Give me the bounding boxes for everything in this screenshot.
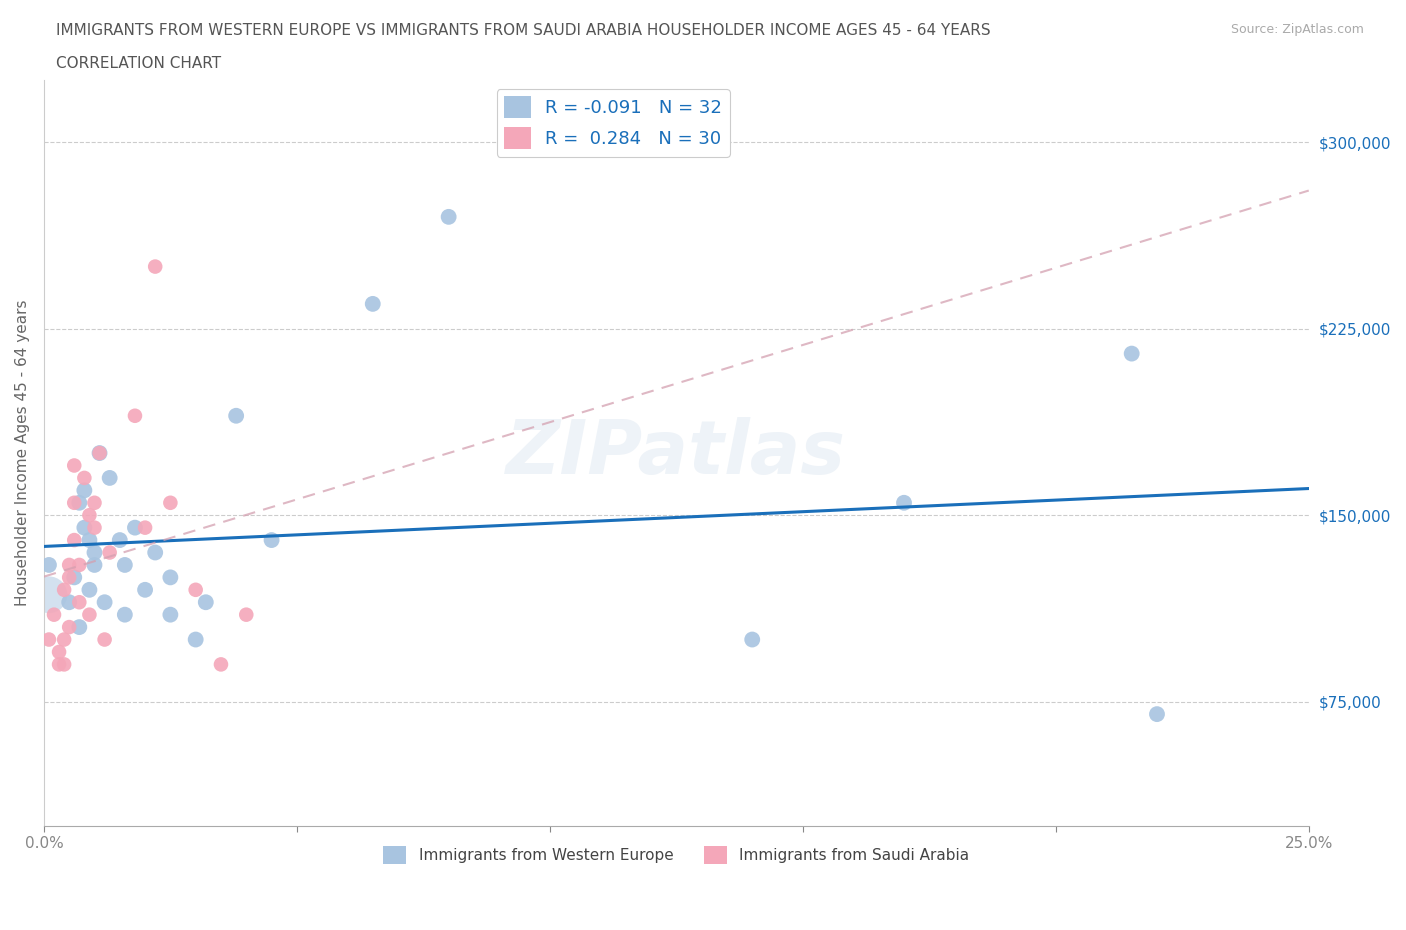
Point [209, 657, 232, 671]
Point [63, 533, 86, 548]
Point [225, 408, 247, 423]
Point [53, 632, 76, 647]
Point [1121, 346, 1143, 361]
Point [114, 557, 136, 572]
Point [159, 496, 181, 511]
Point [48, 644, 70, 659]
Point [124, 408, 146, 423]
Point [184, 632, 207, 647]
Point [83, 557, 105, 572]
Point [53, 657, 76, 671]
Point [260, 533, 283, 548]
Point [79, 582, 101, 597]
Point [79, 508, 101, 523]
Point [67, 496, 90, 511]
Point [134, 520, 156, 535]
Point [134, 582, 156, 597]
Point [143, 545, 166, 560]
Point [48, 657, 70, 671]
Point [79, 533, 101, 548]
Y-axis label: Householder Income Ages 45 - 64 years: Householder Income Ages 45 - 64 years [15, 299, 30, 606]
Point [89, 445, 111, 460]
Text: Source: ZipAtlas.com: Source: ZipAtlas.com [1230, 23, 1364, 36]
Point [73, 483, 96, 498]
Point [93, 632, 115, 647]
Point [83, 545, 105, 560]
Point [83, 496, 105, 511]
Point [58, 557, 80, 572]
Legend: Immigrants from Western Europe, Immigrants from Saudi Arabia: Immigrants from Western Europe, Immigran… [377, 840, 976, 870]
Point [63, 496, 86, 511]
Point [38, 632, 60, 647]
Point [235, 607, 257, 622]
Text: IMMIGRANTS FROM WESTERN EUROPE VS IMMIGRANTS FROM SAUDI ARABIA HOUSEHOLDER INCOM: IMMIGRANTS FROM WESTERN EUROPE VS IMMIGR… [56, 23, 991, 38]
Point [1146, 707, 1168, 722]
Point [159, 570, 181, 585]
Point [58, 619, 80, 634]
Point [143, 259, 166, 274]
Point [79, 607, 101, 622]
Point [58, 570, 80, 585]
Point [159, 607, 181, 622]
Point [741, 632, 763, 647]
Point [93, 595, 115, 610]
Point [361, 297, 384, 312]
Point [63, 570, 86, 585]
Point [53, 582, 76, 597]
Point [98, 471, 121, 485]
Point [38, 557, 60, 572]
Point [63, 458, 86, 473]
Point [124, 520, 146, 535]
Point [89, 445, 111, 460]
Point [42, 607, 65, 622]
Point [67, 595, 90, 610]
Point [194, 595, 217, 610]
Point [108, 533, 131, 548]
Point [73, 471, 96, 485]
Point [83, 520, 105, 535]
Point [67, 557, 90, 572]
Point [114, 607, 136, 622]
Point [73, 520, 96, 535]
Point [184, 582, 207, 597]
Point [67, 619, 90, 634]
Point [893, 496, 915, 511]
Point [58, 595, 80, 610]
Text: CORRELATION CHART: CORRELATION CHART [56, 56, 221, 71]
Text: ZIPatlas: ZIPatlas [506, 417, 846, 489]
Point [437, 209, 460, 224]
Point [38, 588, 60, 603]
Point [98, 545, 121, 560]
